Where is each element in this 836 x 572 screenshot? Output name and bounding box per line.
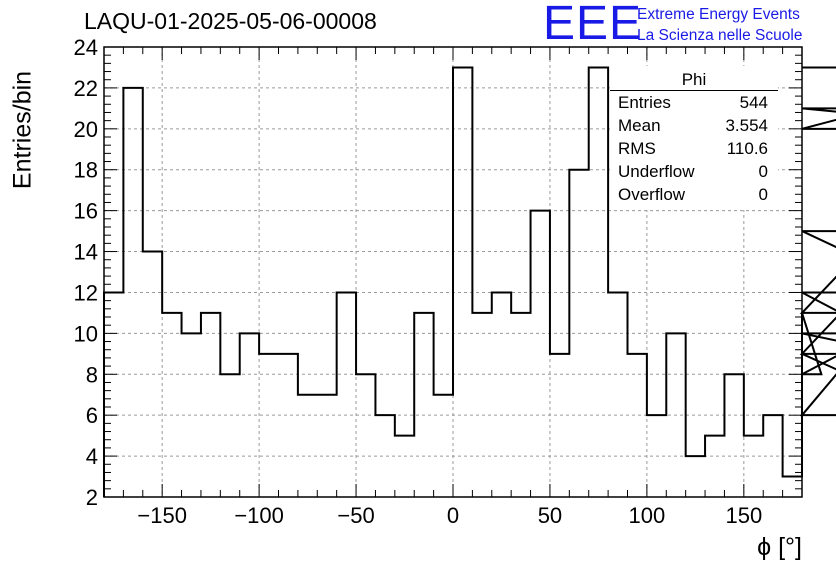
stats-divider	[610, 90, 778, 91]
y-tick-label: 22	[74, 76, 98, 101]
stat-row-overflow: Overflow 0	[618, 185, 768, 204]
x-tick-label: 100	[629, 503, 666, 528]
x-axis-label: ϕ [°]	[757, 533, 802, 561]
y-tick-label: 18	[74, 158, 98, 183]
y-tick-label: 2	[86, 485, 98, 510]
y-tick-label: 24	[74, 35, 98, 60]
y-tick-label: 20	[74, 117, 98, 142]
y-tick-label: 6	[86, 403, 98, 428]
x-tick-label: 150	[725, 503, 762, 528]
histogram-series	[103, 66, 836, 497]
y-tick-label: 4	[86, 444, 98, 469]
logo-line-2: La Scienza nelle Scuole	[637, 27, 803, 44]
x-tick-label: 0	[447, 503, 459, 528]
y-tick-label: 8	[86, 362, 98, 387]
x-tick-label: −150	[137, 503, 187, 528]
y-axis-label: Entries/bin	[8, 70, 37, 190]
y-tick-label: 12	[74, 280, 98, 305]
stat-row-underflow: Underflow 0	[618, 162, 768, 181]
stat-row-entries: Entries 544	[618, 93, 768, 112]
y-tick-label: 14	[74, 240, 98, 265]
stats-title: Phi	[681, 70, 707, 89]
x-tick-label: 50	[538, 503, 562, 528]
stat-row-rms: RMS 110.6	[618, 139, 768, 158]
stats-box: Phi Entries 544 Mean 3.554 RMS 110.6 Underf…	[610, 66, 778, 210]
y-tick-label: 10	[74, 321, 98, 346]
eee-logo: EEE	[543, 0, 643, 50]
histogram-title: LAQU-01-2025-05-06-00008	[84, 8, 377, 34]
stat-row-mean: Mean 3.554	[618, 116, 768, 135]
x-tick-label: −100	[234, 503, 284, 528]
eee-logo-text: Extreme Energy Events La Scienza nelle S…	[637, 4, 802, 46]
x-tick-label: −50	[337, 503, 374, 528]
y-tick-label: 16	[74, 199, 98, 224]
logo-line-1: Extreme Energy Events	[637, 6, 800, 23]
